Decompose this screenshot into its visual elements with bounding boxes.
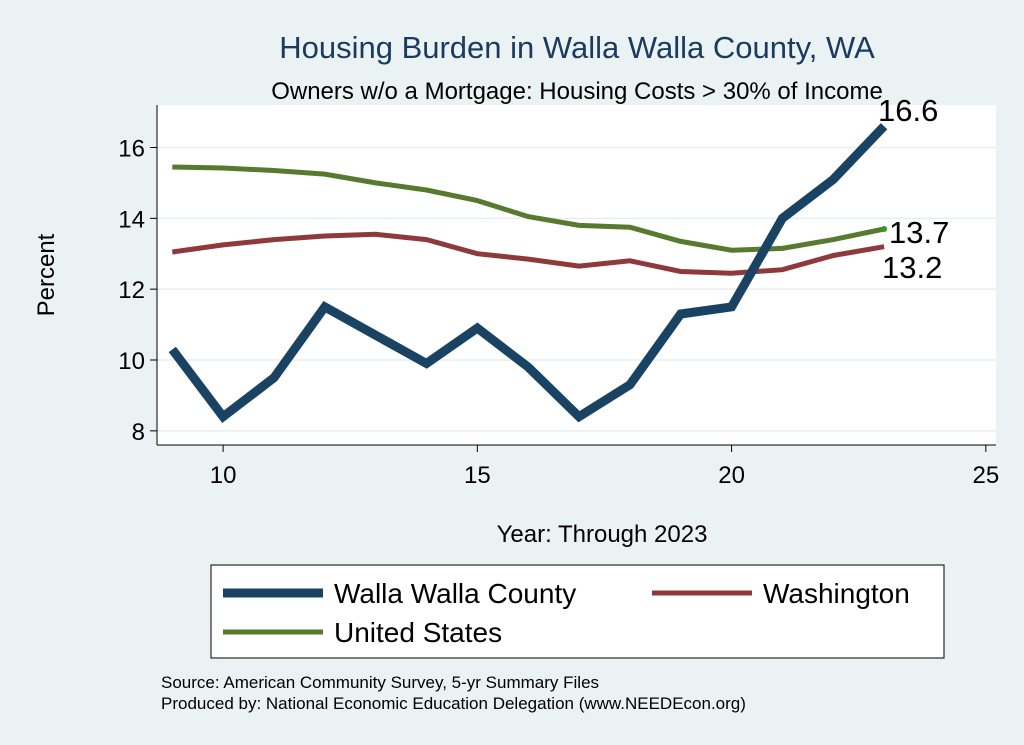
y-tick-label-16: 16 [118, 136, 145, 163]
legend-entry-washington: Washington [652, 578, 910, 609]
x-axis-label: Year: Through 2023 [497, 521, 708, 548]
x-tick-label-25: 25 [972, 462, 999, 489]
gridlines [157, 146, 996, 432]
plot-area [157, 105, 996, 445]
y-axis-label: Percent [33, 233, 60, 316]
chart-subtitle: Owners w/o a Mortgage: Housing Costs > 3… [271, 78, 883, 105]
series [168, 123, 888, 424]
legend-entry-united-states: United States [223, 617, 502, 648]
end-label-walla-walla-county: 16.6 [878, 93, 938, 128]
chart-title: Housing Burden in Walla Walla County, WA [279, 30, 875, 65]
united-states-end-marker [881, 225, 888, 232]
y-tick-label-8: 8 [132, 419, 145, 446]
produced-by-note: Produced by: National Economic Education… [161, 694, 746, 713]
x-tick-label-20: 20 [718, 462, 745, 489]
series-line-washington [171, 231, 885, 276]
end-labels: 16.6 13.213.7 [878, 93, 949, 285]
series-line-walla-walla-county [168, 123, 888, 424]
end-label-united-states: 13.7 [889, 215, 949, 250]
source-note: Source: American Community Survey, 5-yr … [161, 673, 599, 692]
axes [156, 105, 996, 446]
x-tick-label-10: 10 [210, 462, 237, 489]
y-tick-label-10: 10 [118, 348, 145, 375]
legend-entry-walla-walla: Walla Walla County [223, 578, 576, 609]
legend-box [210, 564, 945, 659]
legend-label-walla-walla: Walla Walla County [334, 578, 576, 609]
ticks: 8 10 12 14 16 10 15 20 25 [118, 136, 999, 490]
legend-label-united-states: United States [334, 617, 502, 648]
x-tick-label-15: 15 [464, 462, 491, 489]
end-label-washington: 13.2 [882, 250, 942, 285]
y-tick-label-12: 12 [118, 277, 145, 304]
legend-label-washington: Washington [763, 578, 910, 609]
y-tick-label-14: 14 [118, 206, 145, 233]
